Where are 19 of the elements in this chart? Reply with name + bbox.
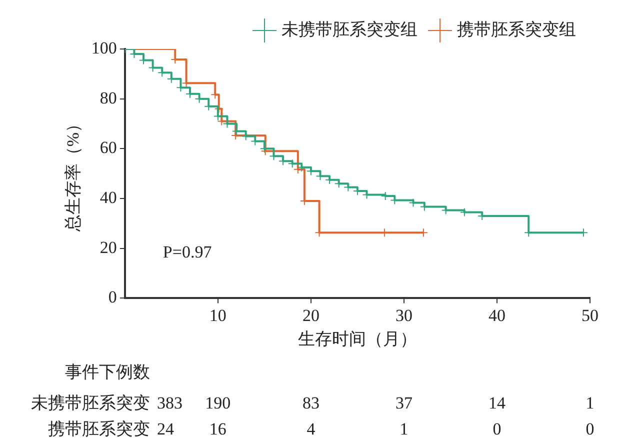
text: 携带胚系突变 24 16 4 1 0 0 [48,419,594,438]
x-tick-label: 50 [582,306,598,325]
legend-label: 携带胚系突变组 [457,20,576,39]
y-axis-title: 总生存率（%） [64,116,83,233]
x-tick-label: 40 [488,306,506,325]
x-tick-label: 20 [302,306,320,325]
x-tick-label: 30 [395,306,412,325]
y-tick-label: 20 [100,238,117,257]
y-tick-label: 40 [100,188,117,207]
annotation: P=0.97 [162,242,212,262]
legend-label: 未携带胚系突变组 [282,20,418,39]
y-tick-label: 0 [108,288,117,307]
y-tick-label: 60 [100,138,117,158]
text: 未携带胚系突变 383 190 83 37 14 1 [31,393,594,412]
text: 事件下例数 [65,362,150,382]
y-tick-label: 100 [91,38,117,58]
x-tick-label: 10 [209,306,226,325]
y-tick-label: 80 [100,88,117,108]
x-axis-title: 生存时间（月） [298,329,417,348]
